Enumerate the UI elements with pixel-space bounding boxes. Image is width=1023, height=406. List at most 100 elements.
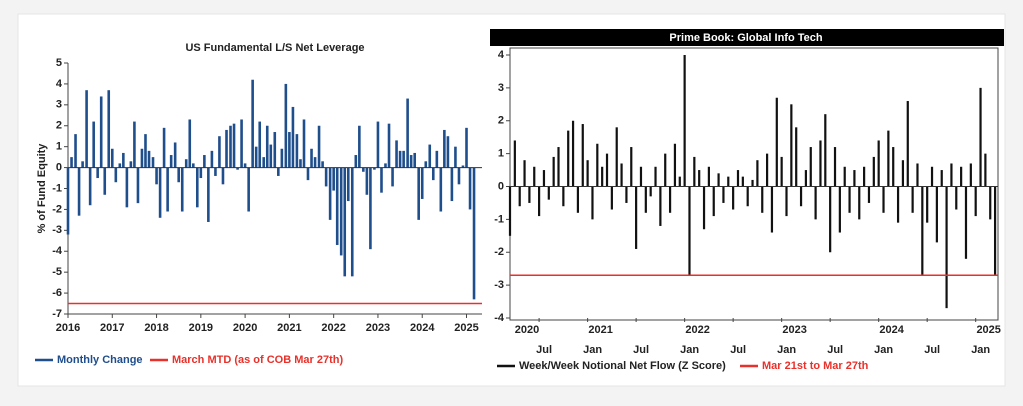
bar xyxy=(518,186,521,207)
bar xyxy=(780,156,783,187)
bar xyxy=(853,170,856,187)
bar xyxy=(770,186,774,233)
bar xyxy=(698,170,701,187)
bar xyxy=(262,157,266,168)
legend-label: Monthly Change xyxy=(57,354,143,366)
x-tick-label: Jul xyxy=(536,344,552,356)
bar xyxy=(508,186,512,236)
bar xyxy=(581,124,584,187)
bar xyxy=(741,176,744,187)
bar xyxy=(746,186,749,207)
bar xyxy=(133,121,136,168)
bar xyxy=(979,87,982,187)
bar xyxy=(188,119,192,168)
bar xyxy=(461,165,465,168)
bar xyxy=(911,186,914,213)
bar xyxy=(384,163,387,168)
bar xyxy=(630,147,633,187)
bar xyxy=(906,101,909,187)
y-tick-label: 1 xyxy=(56,141,62,153)
bar xyxy=(398,150,402,168)
bar xyxy=(380,167,383,193)
bar xyxy=(273,132,277,168)
bar xyxy=(158,167,162,218)
bar xyxy=(610,186,613,210)
bar xyxy=(362,167,365,172)
bar xyxy=(247,167,250,212)
bar xyxy=(210,150,214,168)
bar xyxy=(428,144,432,168)
bar xyxy=(129,161,133,168)
bar xyxy=(77,167,81,216)
bar xyxy=(940,170,943,187)
bar xyxy=(96,167,99,179)
bar xyxy=(804,170,808,187)
bar xyxy=(989,186,992,220)
bar xyxy=(785,186,788,217)
bar xyxy=(921,186,924,276)
title-bar xyxy=(490,29,1004,46)
bar xyxy=(85,90,88,168)
bar xyxy=(688,186,691,276)
x-year-label: 2021 xyxy=(588,324,612,336)
x-tick-label: 2025 xyxy=(454,322,478,334)
bar xyxy=(625,186,628,203)
bar xyxy=(125,167,129,208)
bar xyxy=(562,186,565,207)
bar xyxy=(88,167,92,206)
bar xyxy=(722,186,725,203)
bar xyxy=(557,147,560,187)
bar xyxy=(673,143,677,187)
bar xyxy=(727,176,730,187)
bar xyxy=(654,166,657,187)
bar xyxy=(513,140,516,187)
y-tick-label: -4 xyxy=(494,312,505,324)
bar xyxy=(203,155,206,168)
bar xyxy=(799,186,803,207)
legend-label: Week/Week Notional Net Flow (Z Score) xyxy=(519,360,726,372)
bar xyxy=(184,159,188,168)
bar xyxy=(814,186,817,220)
y-tick-label: -5 xyxy=(52,266,62,278)
bar xyxy=(567,130,570,187)
bar xyxy=(269,144,273,168)
plot-frame xyxy=(509,47,999,321)
y-tick-label: 0 xyxy=(498,180,504,192)
bar xyxy=(732,186,735,210)
bar xyxy=(615,127,618,187)
bar xyxy=(321,161,324,168)
bar xyxy=(328,167,332,220)
bar xyxy=(395,140,398,168)
x-tick-label: Jul xyxy=(827,344,843,356)
bar xyxy=(984,153,987,187)
bar xyxy=(882,186,885,213)
bar xyxy=(195,167,199,208)
bar xyxy=(162,127,166,168)
bar xyxy=(391,167,394,187)
y-tick-label: 5 xyxy=(56,57,62,69)
bar xyxy=(586,160,589,187)
bar xyxy=(313,157,317,168)
bar xyxy=(92,121,95,168)
y-tick-label: 2 xyxy=(56,120,62,132)
bar xyxy=(199,167,203,179)
bar xyxy=(103,167,107,195)
bar xyxy=(140,148,144,168)
bar xyxy=(668,186,672,213)
x-year-label: 2024 xyxy=(879,324,904,336)
x-tick-label: Jan xyxy=(971,344,990,356)
x-tick-label: 2021 xyxy=(277,322,301,334)
bar xyxy=(147,150,151,168)
bar xyxy=(533,166,536,187)
bar xyxy=(402,150,405,168)
bar xyxy=(945,186,948,309)
bar xyxy=(829,186,832,253)
y-tick-label: -1 xyxy=(52,182,62,194)
bar xyxy=(892,147,895,187)
bar xyxy=(872,156,875,187)
y-tick-label: 3 xyxy=(56,99,62,111)
bar xyxy=(468,167,472,210)
bar xyxy=(702,186,706,230)
bar xyxy=(251,79,254,168)
bar xyxy=(678,176,681,187)
